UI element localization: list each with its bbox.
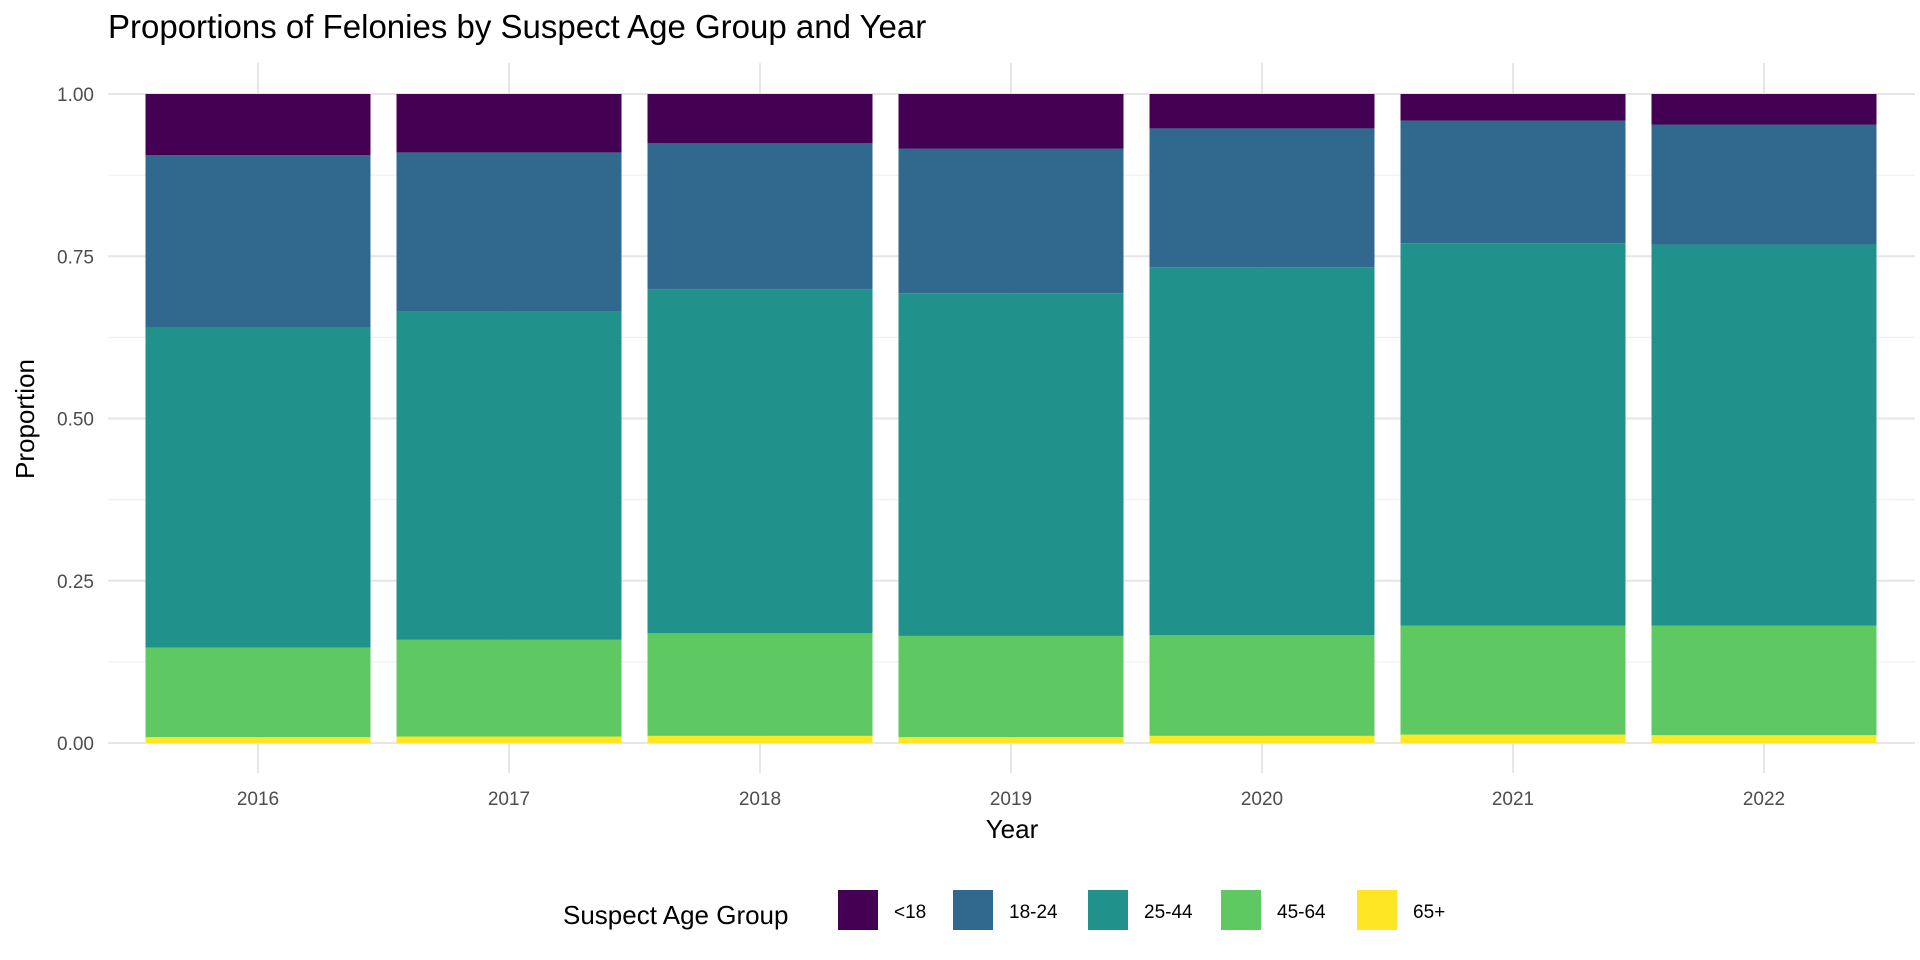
bar-segment xyxy=(898,635,1124,738)
bar-segment xyxy=(1651,244,1877,626)
bar-segment xyxy=(145,647,371,738)
bar-segment xyxy=(1149,94,1375,129)
bar-segment xyxy=(1651,124,1877,245)
x-tick-label: 2019 xyxy=(990,789,1032,810)
legend-label: 25-44 xyxy=(1144,902,1193,923)
x-tick-label: 2018 xyxy=(739,789,781,810)
legend-key xyxy=(1221,890,1261,930)
x-tick-label: 2016 xyxy=(237,789,279,810)
legend-label: 45-64 xyxy=(1277,902,1326,923)
legend-key xyxy=(1088,890,1128,930)
y-axis-title: Proportion xyxy=(10,359,40,479)
legend-key xyxy=(838,890,878,930)
bar-segment xyxy=(1400,243,1626,626)
bar-segment xyxy=(898,737,1124,743)
bar-segment xyxy=(647,94,873,144)
x-tick-label: 2017 xyxy=(488,789,530,810)
bar-segment xyxy=(647,143,873,290)
y-tick-label: 0.25 xyxy=(57,572,94,593)
bar-segment xyxy=(1400,120,1626,244)
chart-title: Proportions of Felonies by Suspect Age G… xyxy=(108,8,926,45)
bar-segment xyxy=(1651,625,1877,736)
bar-segment xyxy=(1400,94,1626,121)
bar-segment xyxy=(396,152,622,312)
bar-segment xyxy=(1149,735,1375,743)
y-tick-label: 0.75 xyxy=(57,247,94,268)
y-tick-label: 0.50 xyxy=(57,410,94,431)
bar-segment xyxy=(647,633,873,736)
bar-segment xyxy=(1651,735,1877,743)
bar-segment xyxy=(145,94,371,156)
bar-segment xyxy=(1149,267,1375,636)
bar-segment xyxy=(396,736,622,743)
legend-key xyxy=(953,890,993,930)
legend-label: 65+ xyxy=(1413,902,1445,923)
bar-segment xyxy=(898,94,1124,149)
legend-key xyxy=(1357,890,1397,930)
bar-segment xyxy=(145,737,371,743)
bar-segment xyxy=(396,94,622,153)
bar-segment xyxy=(1149,128,1375,268)
bars xyxy=(145,94,1877,743)
bar-segment xyxy=(145,155,371,327)
legend-title: Suspect Age Group xyxy=(563,900,788,930)
bar-segment xyxy=(898,293,1124,636)
y-tick-label: 0.00 xyxy=(57,734,94,755)
legend-label: 18-24 xyxy=(1009,902,1058,923)
bar-segment xyxy=(1651,94,1877,125)
bar-segment xyxy=(396,639,622,737)
bar-segment xyxy=(1400,734,1626,743)
bar-segment xyxy=(647,735,873,743)
y-tick-label: 1.00 xyxy=(57,85,94,106)
bar-segment xyxy=(1400,625,1626,735)
legend-label: <18 xyxy=(894,902,926,923)
y-axis-ticks: 0.00 0.25 0.50 0.75 1.00 xyxy=(57,85,94,755)
bar-segment xyxy=(898,148,1124,294)
x-tick-label: 2021 xyxy=(1492,789,1534,810)
legend: Suspect Age Group <18 18-24 25-44 45-64 65+ xyxy=(563,890,1445,930)
bar-segment xyxy=(396,311,622,640)
bar-segment xyxy=(1149,635,1375,736)
x-tick-label: 2020 xyxy=(1241,789,1283,810)
x-axis-ticks: 2016 2017 2018 2019 2020 2021 2022 xyxy=(237,789,1785,810)
bar-segment xyxy=(647,289,873,634)
x-tick-label: 2022 xyxy=(1743,789,1785,810)
x-axis-title: Year xyxy=(986,814,1039,844)
bar-segment xyxy=(145,326,371,648)
